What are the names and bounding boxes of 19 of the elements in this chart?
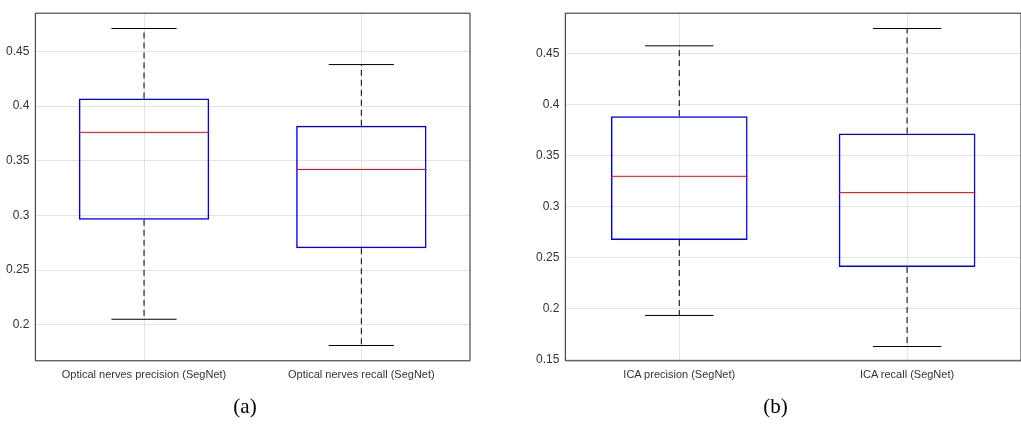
y-tick-label: 0.45 (536, 46, 560, 61)
text: (b) (762, 394, 789, 419)
y-tick-label: 0.4 (12, 98, 30, 113)
y-tick-label: 0.45 (6, 43, 30, 58)
x-tick-label: Optical nerves precision (SegNet) (61, 368, 227, 381)
x-tick-label: ICA precision (SegNet) (623, 368, 736, 381)
y-tick-label: 0.35 (6, 153, 30, 168)
y-tick-label: 0.2 (542, 301, 560, 316)
text: (a) (232, 394, 258, 419)
y-tick-label: 0.4 (542, 97, 560, 112)
y-tick-label: 0.35 (536, 148, 560, 163)
x-tick-label: ICA recall (SegNet) (860, 368, 955, 381)
y-tick-label: 0.25 (6, 262, 30, 277)
x-tick-label: Optical nerves recall (SegNet) (287, 368, 435, 381)
y-tick-label: 0.2 (12, 317, 30, 332)
y-tick-label: 0.15 (536, 352, 560, 367)
y-tick-label: 0.3 (542, 199, 560, 214)
y-tick-label: 0.25 (536, 250, 560, 265)
y-tick-label: 0.3 (12, 207, 30, 222)
